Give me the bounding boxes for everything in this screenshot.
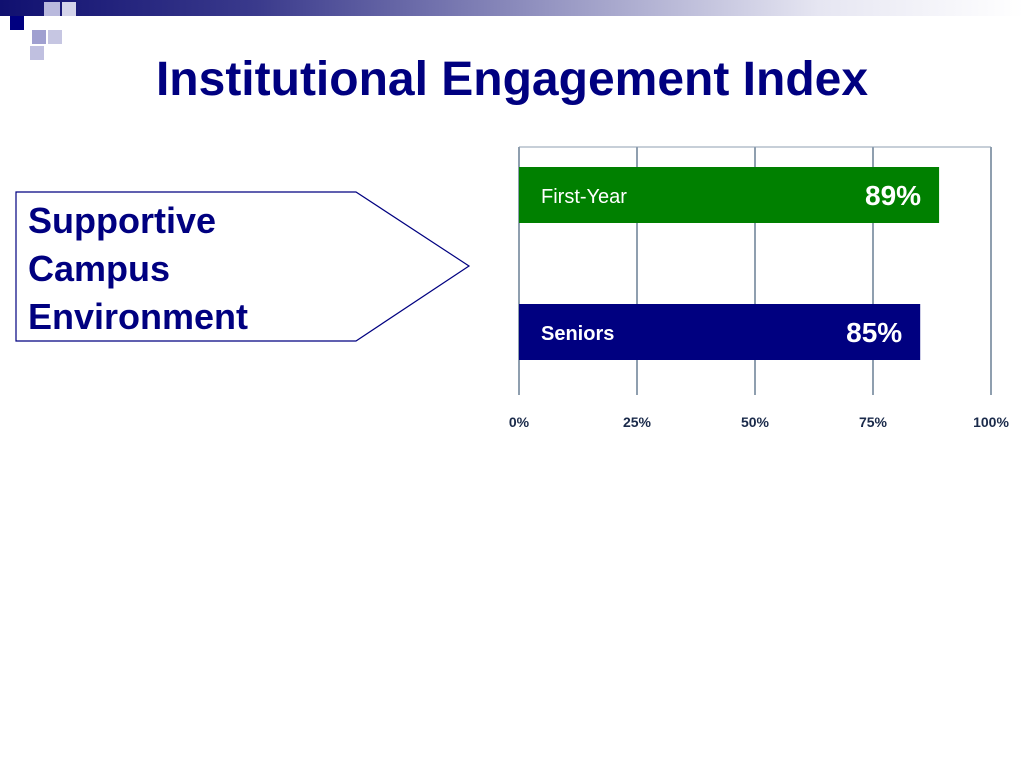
x-tick-label: 75% xyxy=(859,414,888,430)
bar xyxy=(519,304,921,360)
bar-category-label: First-Year xyxy=(541,186,627,208)
x-tick-label: 100% xyxy=(973,414,1009,430)
callout-arrow: Supportive Campus Environment xyxy=(15,191,471,343)
bar-value-label: 89% xyxy=(865,180,921,211)
callout-line: Environment xyxy=(28,296,249,337)
callout-line: Campus xyxy=(28,248,171,289)
bar xyxy=(519,167,940,223)
callout-line: Supportive xyxy=(28,200,217,241)
x-tick-label: 25% xyxy=(623,414,652,430)
header-gradient-band xyxy=(0,0,1024,16)
chart-svg: 0% 25% 50% 75% 100% First-Year 89% Seniors 85% xyxy=(509,146,1009,430)
x-tick-label: 0% xyxy=(509,414,530,430)
corner-squares-decoration xyxy=(0,0,80,64)
bar-chart: 0% 25% 50% 75% 100% First-Year 89% Seniors 85% xyxy=(495,135,1024,445)
x-tick-label: 50% xyxy=(741,414,770,430)
arrow-shape xyxy=(15,191,471,342)
bar-category-label: Seniors xyxy=(541,323,614,345)
bar-value-label: 85% xyxy=(846,317,902,348)
page-title: Institutional Engagement Index xyxy=(155,53,869,106)
